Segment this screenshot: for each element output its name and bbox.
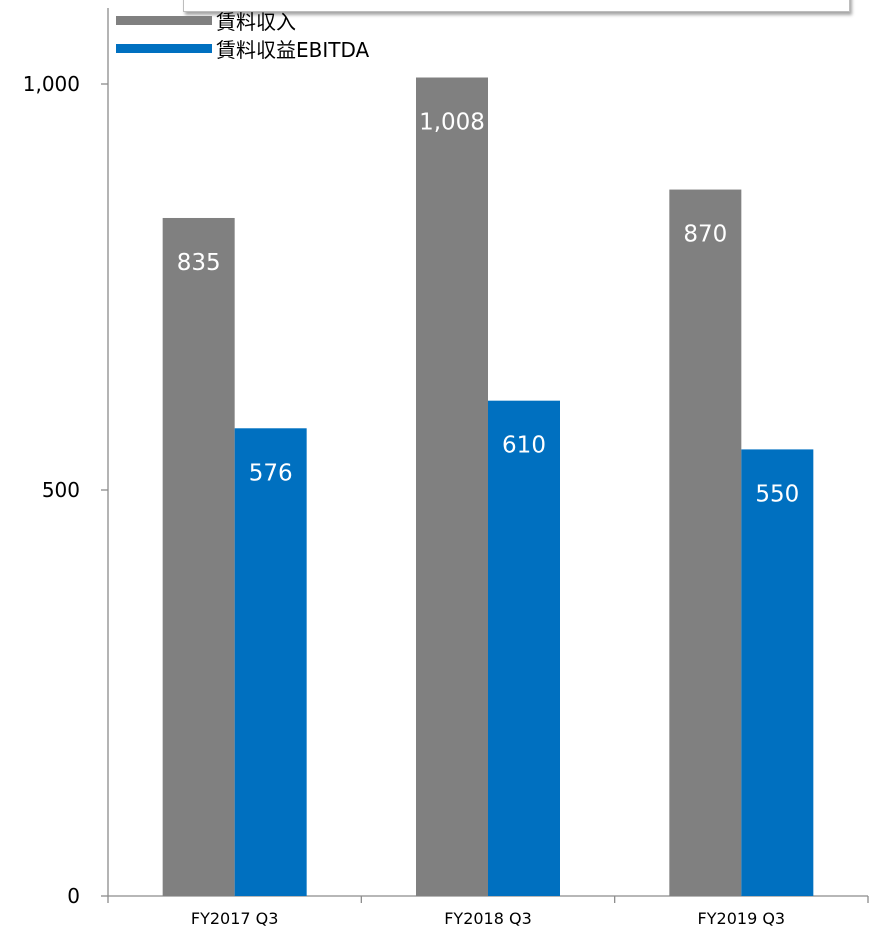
legend-shadow-box <box>183 0 850 12</box>
legend-item-rent-income: 賃料収入 <box>116 6 369 34</box>
bar <box>488 400 560 896</box>
legend-swatch-rent-income <box>116 15 212 25</box>
bar <box>162 217 235 897</box>
bar-value-label: 835 <box>177 250 221 276</box>
bar <box>416 77 488 896</box>
bar-value-label: 576 <box>249 460 293 486</box>
bar <box>741 449 814 896</box>
legend-swatch-ebitda <box>116 43 212 53</box>
bar-value-label: 870 <box>683 222 727 248</box>
y-tick-label: 1,000 <box>23 72 80 96</box>
legend-label-ebitda: 賃料収益EBITDA <box>216 37 370 62</box>
x-category-label: FY2018 Q3 <box>444 909 532 928</box>
x-category-label: FY2019 Q3 <box>698 909 786 928</box>
y-tick-label: 500 <box>42 478 80 502</box>
bar <box>234 428 307 896</box>
legend-item-ebitda: 賃料収益EBITDA <box>116 34 369 62</box>
x-category-label: FY2017 Q3 <box>191 909 279 928</box>
bar-value-label: 610 <box>502 433 546 459</box>
bar-value-label: 1,008 <box>419 110 485 136</box>
bar-value-label: 550 <box>755 481 799 507</box>
bar <box>669 189 742 896</box>
y-tick-label: 0 <box>67 884 80 908</box>
legend: 賃料収入 賃料収益EBITDA <box>116 6 369 62</box>
legend-label-rent-income: 賃料収入 <box>216 9 296 34</box>
